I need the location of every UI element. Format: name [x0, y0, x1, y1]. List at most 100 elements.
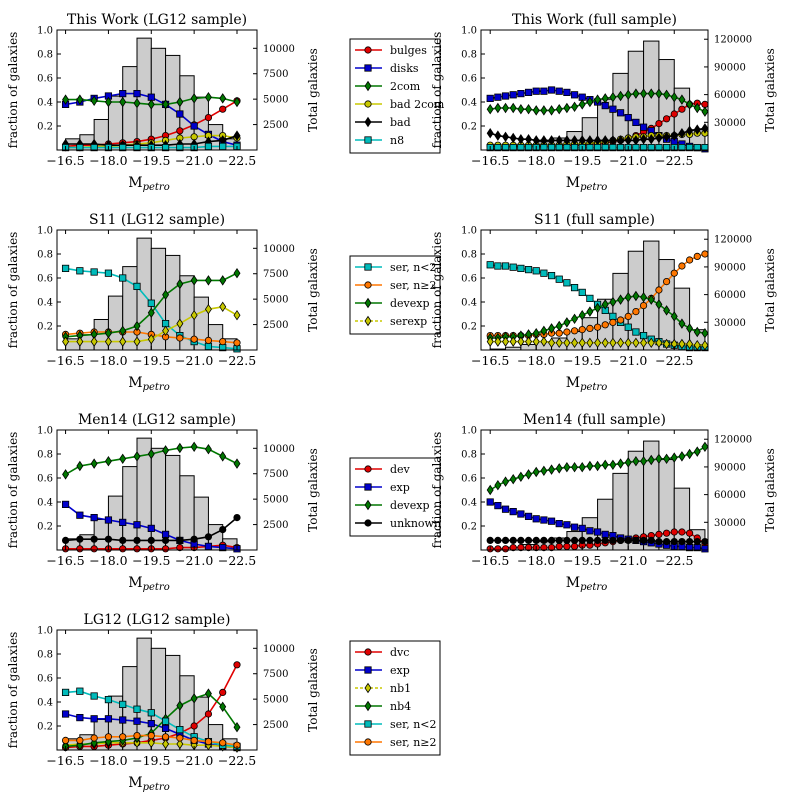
data-point — [555, 337, 563, 349]
data-point — [233, 339, 241, 347]
y-tick-label: 0.2 — [37, 522, 53, 533]
data-point — [494, 545, 502, 553]
data-point — [647, 294, 655, 305]
y2-tick-label: 5000 — [263, 295, 288, 306]
data-point — [548, 337, 556, 349]
data-point — [601, 321, 609, 329]
data-point — [90, 143, 98, 152]
data-point — [693, 143, 701, 152]
y2-axis-label: Total galaxies — [763, 48, 777, 132]
y-tick-label: 0.4 — [37, 498, 53, 509]
data-point — [190, 535, 198, 543]
x-tick-label: −16.5 — [471, 153, 509, 168]
plot-frame — [480, 29, 709, 151]
data-point — [486, 103, 494, 115]
data-point — [161, 536, 170, 545]
data-point — [655, 286, 663, 294]
x-tick-label: −16.5 — [471, 553, 509, 568]
data-point — [176, 334, 184, 342]
data-point — [578, 288, 586, 297]
plot-frame — [56, 429, 258, 551]
legend-label: dev — [390, 463, 411, 476]
series-bad — [486, 123, 709, 146]
data-point — [133, 545, 141, 553]
data-point — [686, 448, 694, 460]
data-point — [693, 252, 701, 260]
data-point — [133, 320, 141, 332]
data-point — [233, 458, 241, 469]
data-point — [204, 443, 212, 455]
data-point — [616, 109, 625, 117]
data-point — [90, 458, 98, 469]
data-point — [104, 269, 113, 277]
data-point — [204, 342, 213, 351]
data-point — [90, 95, 98, 107]
data-point — [190, 736, 198, 745]
data-point — [517, 536, 525, 545]
data-point — [494, 479, 502, 491]
y-axis-label: fraction of galaxies — [6, 632, 20, 749]
data-point — [161, 545, 170, 553]
data-point — [494, 93, 502, 101]
y-axis-label: fraction of galaxies — [430, 232, 444, 349]
data-point — [486, 498, 494, 506]
x-tick-label: −18.0 — [517, 553, 555, 568]
data-point — [593, 536, 602, 545]
data-point — [119, 453, 127, 465]
data-point — [133, 282, 141, 291]
legend-label: n8 — [390, 134, 404, 147]
data-point — [494, 130, 502, 141]
y2-tick-label: 10000 — [263, 444, 295, 455]
data-point — [525, 133, 533, 145]
y2-tick-label: 2500 — [263, 120, 288, 131]
data-point — [147, 99, 155, 110]
y-tick-label: 0.4 — [37, 698, 53, 709]
data-point — [632, 455, 640, 467]
y-tick-label: 0.6 — [461, 274, 477, 285]
y-axis-label: fraction of galaxies — [6, 232, 20, 349]
data-point — [655, 453, 663, 465]
data-point — [586, 143, 594, 152]
data-point — [686, 99, 694, 110]
data-point — [563, 521, 571, 529]
data-point — [571, 461, 579, 473]
y-tick-label: 0.8 — [461, 250, 477, 261]
data-point — [555, 542, 563, 551]
y2-tick-label: 10000 — [263, 644, 295, 655]
data-point — [204, 142, 213, 150]
data-point — [233, 267, 241, 279]
data-point — [624, 323, 632, 331]
x-tick-label: −19.5 — [132, 753, 170, 768]
y2-tick-label: 30000 — [714, 318, 746, 329]
x-tick-label: −16.5 — [46, 153, 84, 168]
data-point — [176, 700, 184, 711]
data-point — [219, 142, 227, 150]
data-point — [678, 528, 686, 536]
y-tick-label: 0.6 — [37, 274, 53, 285]
chart-panel-1: This Work (LG12 sample) −16.5 −18.0 −19.5 −2… — [6, 12, 445, 193]
data-point — [593, 528, 602, 536]
data-point — [61, 688, 70, 697]
data-point — [509, 536, 517, 545]
data-point — [233, 721, 241, 733]
data-point — [524, 143, 533, 152]
data-point — [76, 94, 84, 105]
data-point — [190, 93, 198, 104]
data-point — [161, 724, 170, 733]
data-point — [90, 514, 98, 522]
y2-tick-label: 7500 — [263, 269, 288, 280]
plot-frame — [56, 229, 258, 351]
data-point — [678, 105, 686, 113]
data-point — [219, 275, 227, 286]
data-point — [532, 466, 540, 478]
data-point — [647, 133, 655, 145]
data-point — [219, 525, 227, 534]
data-point — [586, 536, 594, 545]
data-point — [578, 309, 586, 321]
data-point — [76, 336, 84, 347]
x-tick-label: −16.5 — [471, 353, 509, 368]
data-point — [233, 513, 241, 522]
legend-marker — [364, 100, 372, 108]
data-point — [555, 536, 563, 545]
data-point — [76, 267, 84, 275]
